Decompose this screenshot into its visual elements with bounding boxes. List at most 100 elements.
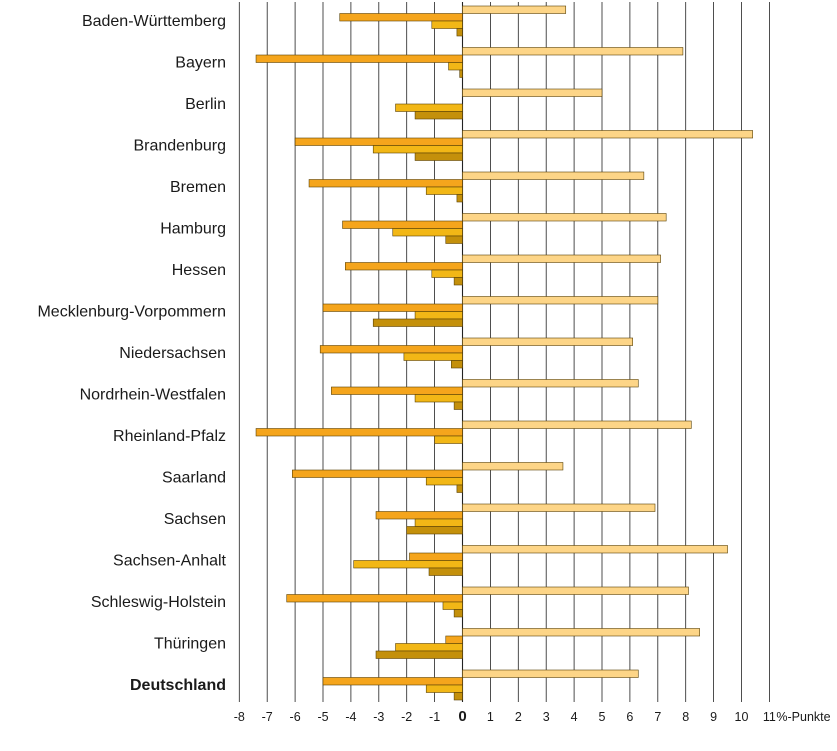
bar-1-2 (449, 63, 463, 71)
bar-12-3 (407, 527, 463, 535)
category-label-3: Brandenburg (133, 138, 226, 155)
bar-10-0 (463, 421, 692, 429)
bar-8-3 (451, 361, 462, 369)
bar-0-3 (457, 29, 463, 37)
category-label-2: Berlin (185, 96, 226, 113)
bar-15-0 (463, 629, 700, 637)
bar-10-2 (435, 436, 463, 444)
x-tick-label-18: 10 (735, 710, 749, 724)
bar-6-3 (454, 278, 462, 286)
bar-2-3 (415, 112, 462, 120)
x-tick-label-8: 0 (458, 708, 466, 725)
bar-1-0 (463, 48, 683, 56)
x-tick-label-19: 11 (763, 710, 776, 724)
bar-6-2 (432, 270, 463, 278)
bar-8-0 (463, 338, 633, 346)
category-label-12: Sachsen (164, 511, 226, 528)
bar-9-1 (331, 387, 462, 395)
bar-11-3 (457, 485, 463, 493)
bar-13-2 (354, 561, 463, 569)
bar-6-1 (345, 263, 462, 271)
bar-5-0 (463, 214, 667, 222)
x-tick-label-11: 3 (543, 710, 550, 724)
bar-3-3 (415, 153, 462, 161)
bar-12-2 (415, 519, 462, 527)
x-tick-label-6: -2 (401, 710, 412, 724)
bar-3-1 (295, 138, 462, 146)
bar-1-1 (256, 55, 462, 63)
x-tick-label-3: -5 (317, 710, 328, 724)
bar-2-2 (396, 104, 463, 112)
x-tick-label-13: 5 (599, 710, 606, 724)
bar-11-2 (426, 478, 462, 486)
category-label-11: Saarland (162, 470, 226, 487)
category-labels: Baden-Württemberg Bayern Berlin Brandenburg… (37, 13, 226, 694)
bar-3-0 (463, 131, 753, 139)
x-tick-label-2: -6 (290, 710, 301, 724)
category-label-10: Rheinland-Pfalz (113, 428, 226, 445)
bar-14-1 (287, 595, 463, 603)
bar-9-3 (454, 402, 462, 410)
category-label-9: Nordrhein-Westfalen (80, 387, 226, 404)
bar-10-1 (256, 429, 462, 437)
bar-0-1 (340, 14, 463, 22)
x-tick-label-4: -4 (345, 710, 356, 724)
bar-4-0 (463, 172, 644, 180)
bar-14-3 (454, 610, 462, 618)
x-tick-label-9: 1 (487, 710, 494, 724)
bar-5-3 (446, 236, 463, 244)
bar-7-1 (323, 304, 463, 312)
category-label-7: Mecklenburg-Vorpommern (37, 304, 226, 321)
bar-group (256, 6, 753, 700)
bar-9-0 (463, 380, 639, 388)
category-label-0: Baden-Württemberg (82, 13, 226, 30)
bar-4-1 (309, 180, 462, 188)
bar-5-1 (343, 221, 463, 229)
bar-2-0 (463, 89, 603, 97)
bar-11-1 (292, 470, 462, 478)
category-label-4: Bremen (170, 179, 226, 196)
bar-15-1 (446, 636, 463, 644)
x-tick-label-1: -7 (262, 710, 273, 724)
x-tick-labels: -8 -7 -6 -5 -4 -3 -2 -1 0 1 2 3 4 5 6 7 8 9 10 11 (234, 708, 776, 725)
bar-4-3 (457, 195, 463, 203)
bar-7-2 (415, 312, 462, 320)
bar-5-2 (393, 229, 463, 237)
bar-9-2 (415, 395, 462, 403)
x-axis-unit-label: %-Punkte (776, 710, 830, 724)
bar-15-2 (396, 644, 463, 652)
category-label-8: Niedersachsen (119, 345, 226, 362)
bar-13-3 (429, 568, 462, 576)
x-tick-label-17: 9 (710, 710, 717, 724)
category-label-16: Deutschland (130, 677, 226, 694)
bar-12-1 (376, 512, 462, 520)
category-label-13: Sachsen-Anhalt (113, 553, 227, 570)
bar-12-0 (463, 504, 656, 512)
x-tick-label-14: 6 (626, 710, 633, 724)
bar-6-0 (463, 255, 661, 263)
bar-16-1 (323, 678, 463, 686)
bar-8-2 (404, 353, 463, 361)
category-label-15: Thüringen (154, 636, 226, 653)
category-label-6: Hessen (172, 262, 226, 279)
category-label-14: Schleswig-Holstein (91, 594, 226, 611)
bar-0-0 (463, 6, 566, 14)
bar-16-3 (454, 693, 462, 701)
x-tick-label-15: 7 (654, 710, 661, 724)
bar-1-3 (460, 70, 463, 78)
bar-14-0 (463, 587, 689, 595)
x-tick-label-0: -8 (234, 710, 245, 724)
bar-8-1 (320, 346, 462, 354)
x-tick-label-5: -3 (373, 710, 384, 724)
x-tick-label-7: -1 (429, 710, 440, 724)
category-label-1: Bayern (175, 55, 226, 72)
bar-14-2 (443, 602, 463, 610)
x-tick-label-12: 4 (571, 710, 578, 724)
bar-3-2 (373, 146, 462, 154)
bar-13-1 (409, 553, 462, 561)
bar-16-0 (463, 670, 639, 678)
category-label-5: Hamburg (160, 221, 226, 238)
bar-16-2 (426, 685, 462, 693)
